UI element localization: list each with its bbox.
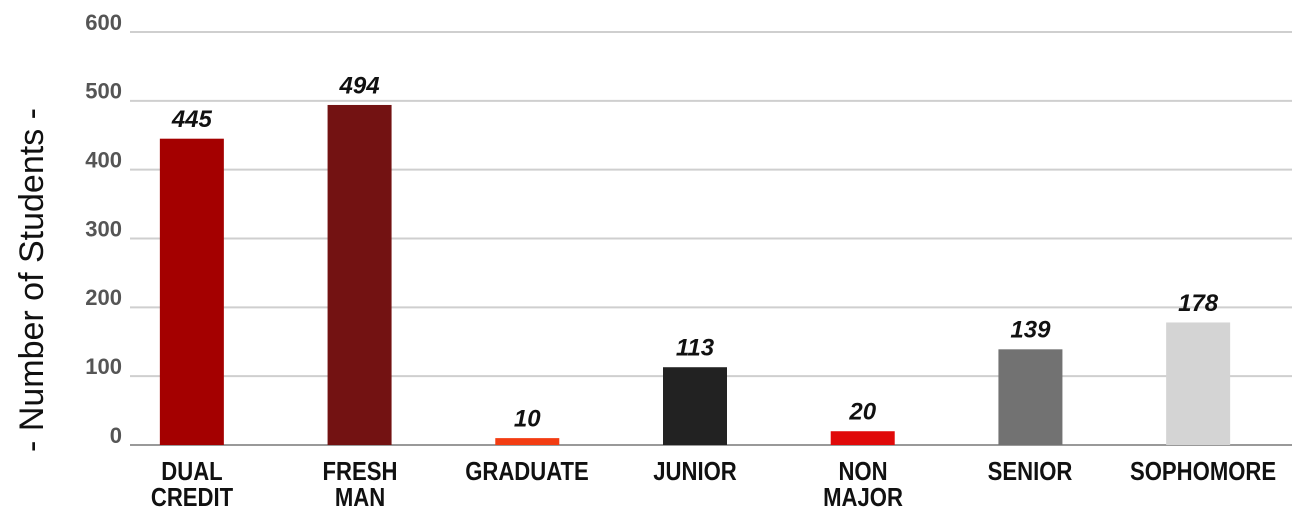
y-tick-label: 500 — [85, 79, 122, 104]
data-label: 494 — [339, 72, 380, 99]
y-tick-label: 400 — [85, 147, 122, 172]
bar — [495, 438, 560, 445]
data-label: 445 — [171, 106, 213, 133]
x-tick-label: NON MAJOR — [822, 456, 903, 512]
x-tick-label: GRADUATE — [465, 456, 590, 486]
bar — [159, 138, 224, 446]
data-label: 113 — [676, 335, 715, 362]
bar — [830, 431, 895, 445]
data-label: 20 — [848, 399, 876, 426]
bar — [998, 349, 1063, 445]
y-axis-label: - Number of Students - — [13, 108, 51, 452]
y-tick-label: 200 — [85, 285, 122, 310]
bar — [663, 367, 727, 445]
x-tick-label: SOPHOMORE — [1130, 456, 1277, 486]
data-label: 10 — [514, 405, 541, 432]
bar — [327, 104, 392, 446]
y-tick-label: 0 — [110, 423, 122, 448]
y-tick-label: 100 — [85, 354, 122, 379]
x-tick-label: JUNIOR — [653, 456, 737, 486]
data-label: 139 — [1010, 317, 1051, 344]
y-tick-label: 300 — [85, 216, 122, 241]
data-label: 178 — [1178, 290, 1219, 317]
x-tick-label: FRESH MAN — [322, 456, 398, 512]
bar — [1166, 322, 1231, 445]
y-tick-label: 600 — [85, 10, 122, 35]
x-tick-label: DUAL CREDIT — [150, 456, 233, 512]
x-tick-label: SENIOR — [988, 456, 1073, 486]
